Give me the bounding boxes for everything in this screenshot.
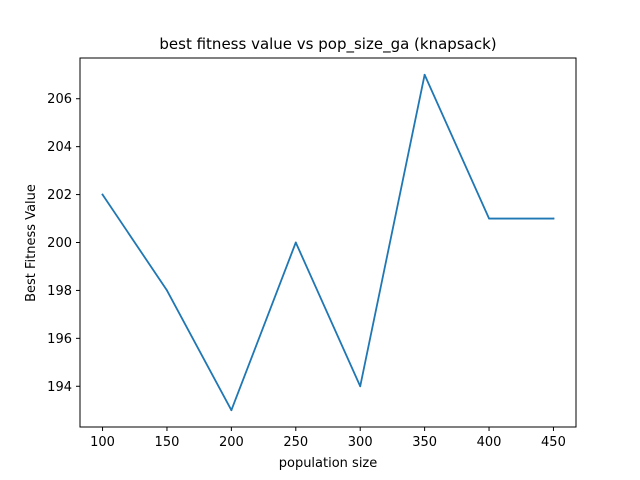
y-tick-label: 198 <box>47 284 72 299</box>
x-tick-label: 200 <box>219 435 244 450</box>
series-group <box>101 73 555 412</box>
data-point <box>230 409 233 412</box>
data-point <box>294 241 297 244</box>
x-tick-label: 400 <box>477 435 502 450</box>
y-tick-label: 206 <box>47 92 72 107</box>
plot-frame <box>79 57 577 428</box>
y-tick-label: 196 <box>47 332 72 347</box>
x-tick-label: 450 <box>541 435 566 450</box>
y-tick-label: 194 <box>47 380 72 395</box>
y-tick-label: 202 <box>47 188 72 203</box>
plot-area: 100 150 200 250 300 350 400 450 194 196 198 200 202… <box>47 57 577 450</box>
series-line <box>101 73 555 412</box>
chart-title: best fitness value vs pop_size_ga (knaps… <box>159 35 496 54</box>
y-axis-label: Best Fitness Value <box>24 184 39 302</box>
y-tick-label: 204 <box>47 140 72 155</box>
x-tick-label: 300 <box>348 435 373 450</box>
x-tick-label: 100 <box>90 435 115 450</box>
x-tick-label: 350 <box>412 435 437 450</box>
y-axis: 194 196 198 200 202 204 206 <box>47 92 80 395</box>
x-tick-label: 250 <box>283 435 308 450</box>
data-point <box>552 217 555 220</box>
data-point <box>166 289 168 292</box>
x-axis-label: population size <box>279 456 378 471</box>
x-tick-label: 150 <box>155 435 180 450</box>
data-point <box>488 217 490 220</box>
x-axis: 100 150 200 250 300 350 400 450 <box>90 427 566 450</box>
data-point <box>423 73 426 76</box>
y-tick-label: 200 <box>47 236 72 251</box>
data-point <box>101 193 104 196</box>
data-point <box>359 385 362 388</box>
